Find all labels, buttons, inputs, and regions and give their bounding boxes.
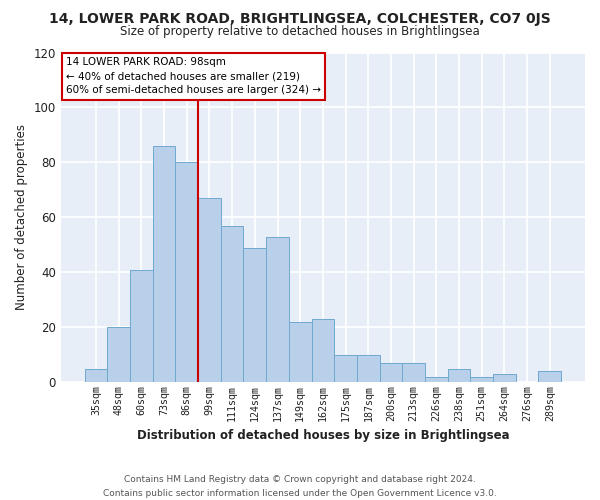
Bar	[493, 374, 516, 382]
Bar	[198, 198, 221, 382]
Bar	[538, 372, 561, 382]
Bar	[266, 236, 289, 382]
Text: Size of property relative to detached houses in Brightlingsea: Size of property relative to detached ho…	[120, 25, 480, 38]
Bar	[130, 270, 152, 382]
Bar	[152, 146, 175, 382]
Bar	[221, 226, 244, 382]
Bar	[403, 363, 425, 382]
Text: Contains HM Land Registry data © Crown copyright and database right 2024.
Contai: Contains HM Land Registry data © Crown c…	[103, 476, 497, 498]
Text: 14 LOWER PARK ROAD: 98sqm
← 40% of detached houses are smaller (219)
60% of semi: 14 LOWER PARK ROAD: 98sqm ← 40% of detac…	[66, 58, 321, 96]
Bar	[425, 377, 448, 382]
Text: 14, LOWER PARK ROAD, BRIGHTLINGSEA, COLCHESTER, CO7 0JS: 14, LOWER PARK ROAD, BRIGHTLINGSEA, COLC…	[49, 12, 551, 26]
Bar	[380, 363, 403, 382]
Bar	[357, 355, 380, 382]
Bar	[85, 368, 107, 382]
Bar	[175, 162, 198, 382]
Bar	[334, 355, 357, 382]
Y-axis label: Number of detached properties: Number of detached properties	[15, 124, 28, 310]
Bar	[448, 368, 470, 382]
Bar	[244, 248, 266, 382]
Bar	[311, 319, 334, 382]
X-axis label: Distribution of detached houses by size in Brightlingsea: Distribution of detached houses by size …	[137, 430, 509, 442]
Bar	[470, 377, 493, 382]
Bar	[107, 328, 130, 382]
Bar	[289, 322, 311, 382]
